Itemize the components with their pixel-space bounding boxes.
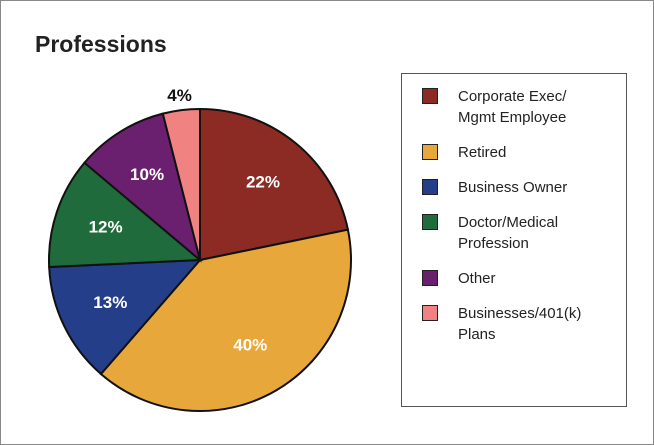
pie: 22% 40% 13% 12% 10% 4% — [48, 86, 352, 412]
legend-swatch — [422, 214, 438, 230]
legend-item: Businesses/401(k) Plans — [422, 303, 616, 345]
legend-label: Corporate Exec/ Mgmt Employee — [458, 88, 567, 126]
legend-label: Other — [458, 270, 496, 287]
pie-slice — [48, 161, 203, 269]
pie-slice — [99, 228, 352, 412]
data-label: 4% — [167, 86, 192, 105]
legend-item: Corporate Exec/ Mgmt Employee — [422, 86, 616, 128]
pie-slice — [199, 107, 350, 262]
legend-item: Doctor/Medical Profession — [422, 212, 616, 254]
legend-label: Retired — [458, 144, 507, 161]
legend: Corporate Exec/ Mgmt Employee Retired Busi… — [401, 73, 627, 407]
data-label: 10% — [130, 165, 164, 184]
data-label: 13% — [93, 293, 127, 312]
legend-label: Businesses/401(k) Plans — [458, 305, 582, 343]
pie-slice — [161, 107, 201, 261]
legend-item: Business Owner — [422, 177, 616, 198]
legend-swatch — [422, 88, 438, 104]
legend-label: Doctor/Medical Profession — [458, 214, 559, 252]
data-label: 40% — [233, 336, 267, 355]
data-label: 12% — [89, 218, 123, 237]
legend-swatch — [422, 305, 438, 321]
legend-item: Other — [422, 268, 616, 289]
pie-slice — [48, 258, 203, 376]
data-label: 22% — [246, 172, 280, 191]
legend-item: Retired — [422, 142, 616, 163]
legend-swatch — [422, 144, 438, 160]
legend-swatch — [422, 270, 438, 286]
legend-swatch — [422, 179, 438, 195]
chart-title: Professions — [35, 31, 167, 57]
legend-label: Business Owner — [458, 179, 568, 196]
